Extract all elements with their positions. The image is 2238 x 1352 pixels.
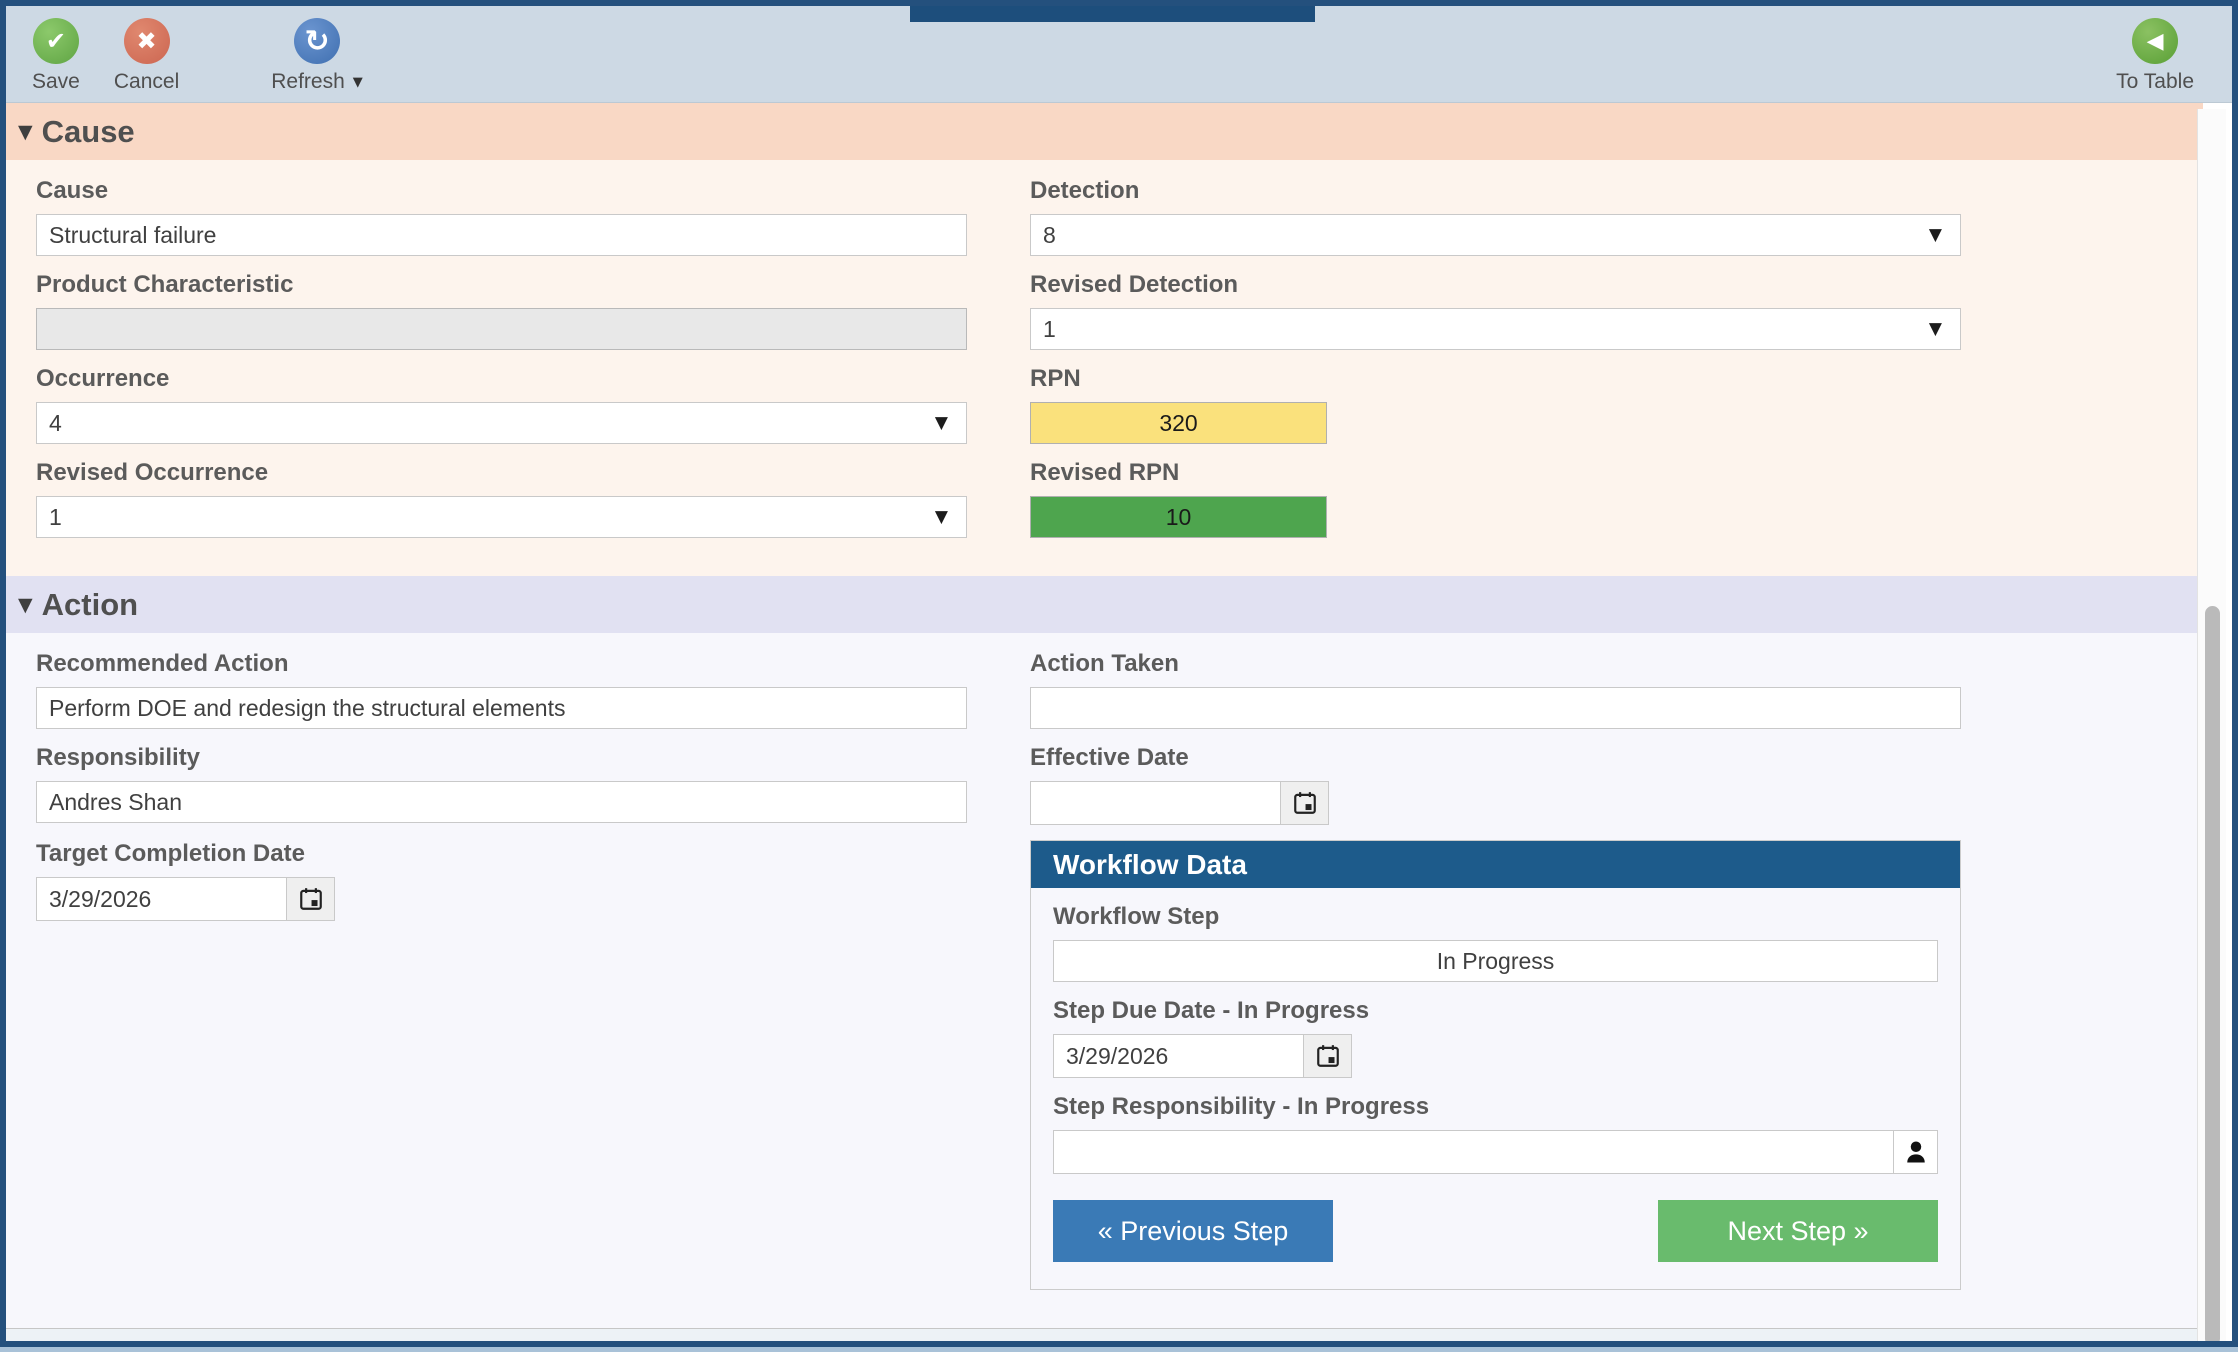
rpn-value-box: 320 (1030, 402, 1327, 444)
action-taken-label: Action Taken (1030, 650, 1179, 677)
action-taken-field: Action Taken (1030, 635, 1961, 729)
revised-rpn-value: 10 (1165, 503, 1192, 530)
chevron-down-icon: ▼ (1928, 225, 1942, 245)
rpn-label: RPN (1030, 365, 1081, 392)
revised-rpn-value-box: 10 (1030, 496, 1327, 538)
cause-section-body: Cause Detection 8 ▼ Product Characterist… (6, 160, 2203, 576)
toolbar: ✔ Save ✖ Cancel ↻ Refresh ▼ ◀ To Table (6, 6, 2232, 103)
step-due-date-field: Step Due Date - In Progress (1053, 997, 1938, 1078)
chevron-down-icon: ▼ (934, 413, 948, 433)
target-completion-date-calendar-button[interactable] (287, 877, 335, 921)
cancel-button-label: Cancel (113, 70, 180, 93)
workflow-data-panel: Workflow Data Workflow Step Step Due Dat… (1030, 840, 1961, 1290)
calendar-icon (1293, 792, 1316, 814)
step-due-date-label: Step Due Date - In Progress (1053, 997, 1370, 1024)
occurrence-label: Occurrence (36, 365, 170, 392)
detection-value: 8 (1043, 221, 1056, 248)
product-characteristic-input (36, 308, 967, 350)
revised-detection-select[interactable]: 1 ▼ (1030, 308, 1961, 350)
next-step-button[interactable]: Next Step » (1658, 1200, 1938, 1262)
workflow-step-field: Workflow Step (1053, 903, 1938, 982)
workflow-step-label: Workflow Step (1053, 903, 1220, 930)
calendar-icon (299, 888, 322, 910)
chevron-down-icon: ▼ (1928, 319, 1942, 339)
save-button[interactable]: ✔ Save (32, 18, 80, 94)
revised-occurrence-field: Revised Occurrence 1 ▼ (36, 444, 967, 538)
recommended-action-input[interactable] (36, 687, 967, 729)
rpn-field: RPN 320 (1030, 350, 1961, 444)
occurrence-value: 4 (49, 409, 62, 436)
workflow-step-input[interactable] (1053, 940, 1938, 982)
occurrence-select[interactable]: 4 ▼ (36, 402, 967, 444)
effective-date-label: Effective Date (1030, 744, 1189, 771)
collapse-caret-icon: ▼ (18, 593, 33, 616)
back-arrow-icon: ◀ (2132, 18, 2179, 64)
vertical-scrollbar[interactable] (2197, 109, 2226, 1341)
recommended-action-label: Recommended Action (36, 650, 289, 677)
status-footer (6, 1328, 2203, 1341)
detection-field: Detection 8 ▼ (1030, 162, 1961, 256)
revised-detection-field: Revised Detection 1 ▼ (1030, 256, 1961, 350)
step-responsibility-field: Step Responsibility - In Progress (1053, 1093, 1938, 1174)
calendar-icon (1316, 1045, 1339, 1067)
action-taken-input[interactable] (1030, 687, 1961, 729)
chevron-down-icon: ▼ (934, 507, 948, 527)
step-responsibility-input[interactable] (1053, 1130, 1894, 1174)
revised-rpn-field: Revised RPN 10 (1030, 444, 1961, 538)
cause-section-title: Cause (41, 113, 135, 149)
workflow-data-title: Workflow Data (1053, 848, 1247, 880)
action-section-title: Action (41, 586, 139, 622)
to-table-button-label: To Table (2116, 70, 2194, 93)
responsibility-label: Responsibility (36, 744, 201, 771)
product-characteristic-label: Product Characteristic (36, 271, 294, 298)
target-completion-date-label: Target Completion Date (36, 840, 305, 867)
effective-date-calendar-button[interactable] (1281, 781, 1329, 825)
responsibility-input[interactable] (36, 781, 967, 823)
refresh-dropdown-caret-icon[interactable]: ▼ (352, 74, 363, 90)
previous-step-button[interactable]: « Previous Step (1053, 1200, 1333, 1262)
effective-date-field: Effective Date (1030, 729, 1961, 825)
cancel-button[interactable]: ✖ Cancel (114, 18, 179, 94)
occurrence-field: Occurrence 4 ▼ (36, 350, 967, 444)
cause-section-header[interactable]: ▼ Cause (6, 103, 2203, 160)
person-icon (1906, 1141, 1925, 1163)
cancel-icon: ✖ (123, 18, 170, 64)
effective-date-input[interactable] (1030, 781, 1281, 825)
action-section-header[interactable]: ▼ Action (6, 576, 2203, 633)
revised-occurrence-value: 1 (49, 503, 62, 530)
revised-occurrence-label: Revised Occurrence (36, 459, 269, 486)
detection-select[interactable]: 8 ▼ (1030, 214, 1961, 256)
save-icon: ✔ (32, 18, 79, 64)
refresh-icon: ↻ (294, 18, 341, 64)
refresh-button-label: Refresh (271, 70, 345, 93)
target-completion-date-field: Target Completion Date (36, 825, 967, 1290)
revised-detection-label: Revised Detection (1030, 271, 1239, 298)
scrollbar-thumb[interactable] (2205, 606, 2220, 1341)
step-responsibility-label: Step Responsibility - In Progress (1053, 1093, 1430, 1120)
step-due-date-calendar-button[interactable] (1304, 1034, 1352, 1078)
responsibility-field: Responsibility (36, 729, 967, 825)
step-due-date-input[interactable] (1053, 1034, 1304, 1078)
cause-input[interactable] (36, 214, 967, 256)
save-button-label: Save (32, 70, 80, 93)
recommended-action-field: Recommended Action (36, 635, 967, 729)
revised-detection-value: 1 (1043, 315, 1056, 342)
cause-label: Cause (36, 177, 109, 204)
detection-label: Detection (1030, 177, 1140, 204)
top-tab-strip (910, 6, 1315, 22)
revised-rpn-label: Revised RPN (1030, 459, 1180, 486)
workflow-data-header: Workflow Data (1031, 841, 1960, 888)
refresh-button[interactable]: ↻ Refresh ▼ (271, 18, 363, 94)
product-characteristic-field: Product Characteristic (36, 256, 967, 350)
collapse-caret-icon: ▼ (18, 120, 33, 143)
target-completion-date-input[interactable] (36, 877, 287, 921)
revised-occurrence-select[interactable]: 1 ▼ (36, 496, 967, 538)
person-picker-button[interactable] (1894, 1130, 1938, 1174)
rpn-value: 320 (1159, 409, 1198, 436)
to-table-button[interactable]: ◀ To Table (2116, 18, 2194, 94)
action-section-body: Recommended Action Action Taken Responsi… (6, 633, 2203, 1328)
cause-field: Cause (36, 162, 967, 256)
